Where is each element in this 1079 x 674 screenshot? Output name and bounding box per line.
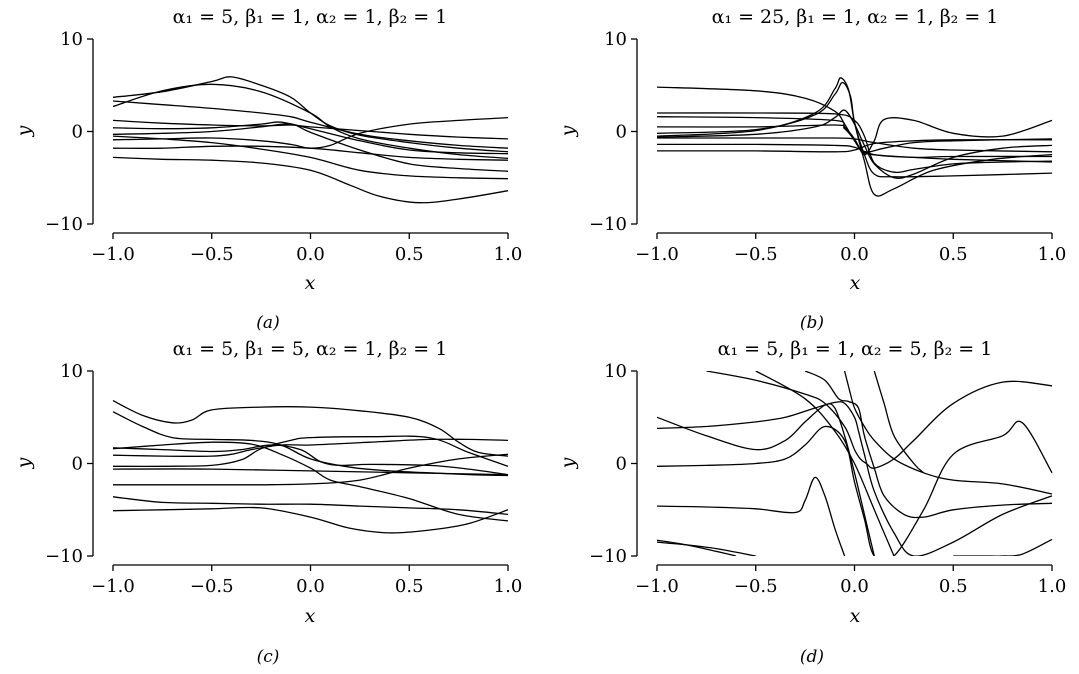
panel-c-caption: (c): [257, 647, 280, 667]
panel-a-title: α₁ = 5, β₁ = 1, α₂ = 1, β₂ = 1: [173, 6, 448, 28]
panel-b-series-10: [656, 139, 1053, 153]
panel-a-ytick-label: 0: [72, 122, 83, 143]
panel-a-series-10: [112, 156, 509, 204]
panel-d-series-8: [656, 420, 1053, 556]
panel-a-series-9: [112, 135, 509, 180]
panel-a-xtick-label: 1.0: [494, 244, 523, 265]
panel-b-xtick-label: 0.5: [939, 244, 968, 265]
panel-c-xtick-label: −1.0: [91, 576, 135, 597]
panel-a-series-3: [112, 100, 509, 149]
panel-b-ytick-label: 10: [604, 29, 627, 50]
panel-d-series-10: [656, 539, 737, 556]
panel-d-ytick-label: 10: [604, 361, 627, 382]
panel-c-xtick-label: 1.0: [494, 576, 523, 597]
panel-c-xlabel: x: [305, 605, 316, 627]
panel-d-ytick-label: −10: [589, 546, 627, 567]
panel-a-xlabel: x: [305, 272, 316, 294]
panel-b-series-4: [656, 109, 1053, 180]
panel-c-title: α₁ = 5, β₁ = 5, α₂ = 1, β₂ = 1: [173, 338, 448, 360]
panel-d-caption: (d): [800, 647, 824, 667]
panel-d-series-3: [804, 371, 1053, 519]
panel-a-curves: [112, 76, 509, 204]
panel-d-series-2: [755, 371, 895, 556]
panel-d-series-1: [706, 371, 1053, 469]
panel-b-title: α₁ = 25, β₁ = 1, α₂ = 1, β₂ = 1: [712, 6, 999, 28]
panel-b-xtick-label: 1.0: [1038, 244, 1067, 265]
panel-b-ytick-label: 0: [616, 122, 627, 143]
panel-c-ytick-label: −10: [45, 546, 83, 567]
panel-a-xtick-label: 0.0: [296, 244, 325, 265]
panel-c-curves: [112, 400, 509, 534]
panel-b-series-7: [656, 124, 1053, 153]
panel-c-series-10: [112, 506, 509, 534]
panel-b-series-8: [657, 137, 1053, 153]
panel-a-xtick-label: −0.5: [190, 244, 234, 265]
panel-c-series-8: [112, 453, 509, 486]
panel-a: α₁ = 5, β₁ = 1, α₂ = 1, β₂ = 1 x y (a) −…: [13, 6, 522, 333]
panel-d-ytick-label: 0: [616, 454, 627, 475]
panel-d-xlabel: x: [850, 605, 861, 627]
panel-a-ylabel: y: [13, 125, 35, 137]
panel-b-xtick-label: −1.0: [635, 244, 679, 265]
panel-a-series-1: [112, 76, 509, 153]
panel-a-series-8: [112, 145, 509, 161]
panel-c-series-3: [112, 441, 509, 522]
panel-d-series-4: [843, 371, 1053, 495]
panel-b-xlabel: x: [850, 272, 861, 294]
panel-d-curves: [656, 371, 1053, 556]
panel-b-xtick-label: 0.0: [840, 244, 869, 265]
panel-b-ytick-label: −10: [589, 214, 627, 235]
panel-b-series-9: [656, 143, 1053, 159]
panel-d-series-11: [656, 541, 756, 556]
panel-c-ytick-label: 0: [72, 454, 83, 475]
panel-d-series-5: [873, 371, 925, 474]
panel-d-series-9: [656, 476, 846, 556]
panel-c-ytick-label: 10: [60, 361, 83, 382]
panel-d-xtick-label: 0.5: [939, 576, 968, 597]
panel-c-series-5: [112, 438, 509, 457]
panel-b: α₁ = 25, β₁ = 1, α₂ = 1, β₂ = 1 x y (b) …: [557, 6, 1066, 333]
panel-c: α₁ = 5, β₁ = 5, α₂ = 1, β₂ = 1 x y (c) −…: [13, 338, 522, 667]
panel-c-series-9: [112, 496, 509, 516]
panel-b-curves: [656, 77, 1053, 197]
panel-b-xtick-label: −0.5: [734, 244, 778, 265]
panel-a-series-4: [112, 119, 509, 140]
panel-c-series-7: [112, 468, 509, 476]
panel-d-series-7: [656, 401, 1053, 556]
panel-d-title: α₁ = 5, β₁ = 1, α₂ = 5, β₂ = 1: [718, 338, 993, 360]
panel-c-series-1: [112, 400, 509, 457]
panel-c-series-6: [112, 435, 509, 467]
panel-c-xtick-label: 0.5: [395, 576, 424, 597]
panel-c-series-4: [112, 444, 509, 476]
panel-a-xtick-label: 0.5: [395, 244, 424, 265]
panel-d-xtick-label: −0.5: [734, 576, 778, 597]
panel-a-ytick-label: 10: [60, 29, 83, 50]
panel-c-xtick-label: −0.5: [190, 576, 234, 597]
panel-d-xtick-label: 0.0: [840, 576, 869, 597]
panel-a-xtick-label: −1.0: [91, 244, 135, 265]
panel-d: α₁ = 5, β₁ = 1, α₂ = 5, β₂ = 1 x y (d) −…: [557, 338, 1066, 667]
panel-c-xtick-label: 0.0: [296, 576, 325, 597]
panel-d-ylabel: y: [557, 457, 579, 469]
panel-d-xtick-label: −1.0: [635, 576, 679, 597]
panel-a-caption: (a): [256, 313, 279, 333]
panel-b-ylabel: y: [557, 125, 579, 137]
panel-b-series-5: [656, 112, 1053, 174]
panel-d-series-6: [656, 403, 875, 556]
panel-d-series-12: [953, 538, 1053, 556]
panel-a-ytick-label: −10: [45, 214, 83, 235]
panel-c-ylabel: y: [13, 457, 35, 469]
panel-b-caption: (b): [800, 313, 824, 333]
panel-a-series-6: [112, 123, 509, 172]
panel-d-xtick-label: 1.0: [1038, 576, 1067, 597]
